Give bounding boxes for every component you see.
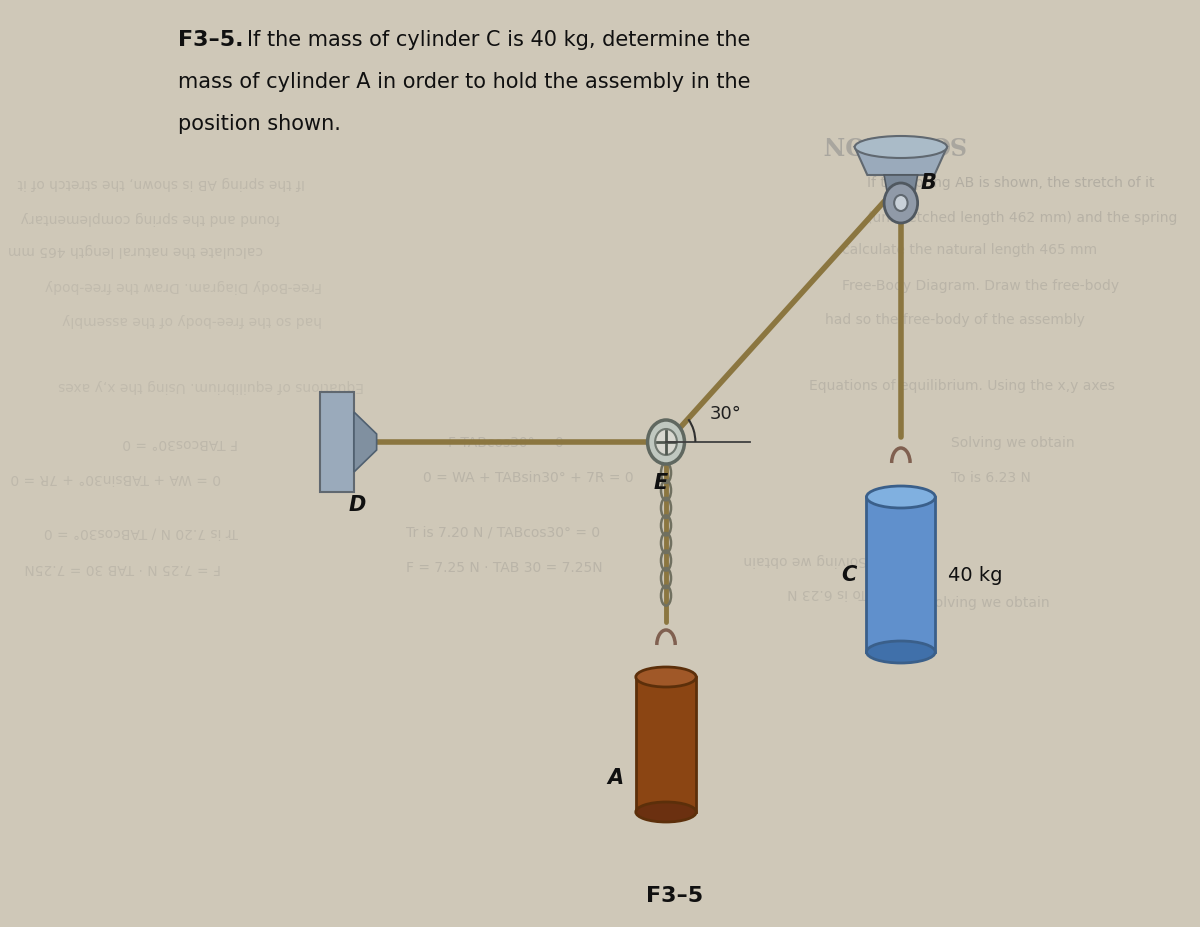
Text: mass of cylinder A in order to hold the assembly in the: mass of cylinder A in order to hold the … [178, 72, 750, 92]
Circle shape [894, 196, 907, 211]
Text: If the spring AB is shown, the stretch of it: If the spring AB is shown, the stretch o… [18, 176, 305, 190]
Circle shape [648, 421, 684, 464]
Text: E: E [654, 473, 668, 492]
Polygon shape [636, 678, 696, 812]
Text: 0 = WA + TABsin30° + 7R = 0: 0 = WA + TABsin30° + 7R = 0 [422, 471, 634, 485]
Polygon shape [354, 413, 377, 473]
Circle shape [655, 429, 677, 455]
Text: Free-Body Diagram. Draw the free-body: Free-Body Diagram. Draw the free-body [842, 279, 1120, 293]
Ellipse shape [866, 487, 935, 508]
Text: Solving we obtain: Solving we obtain [744, 552, 868, 566]
Text: had so the free-body of the assembly: had so the free-body of the assembly [826, 312, 1085, 326]
Text: D: D [349, 494, 366, 514]
Text: F TABcos30° = 0: F TABcos30° = 0 [122, 436, 239, 450]
Text: calculate the natural length 465 mm: calculate the natural length 465 mm [842, 243, 1097, 257]
Text: 40 kg: 40 kg [948, 565, 1002, 584]
Text: F TABcos30° = 0: F TABcos30° = 0 [448, 436, 564, 450]
Text: B: B [920, 172, 937, 193]
Text: If the mass of cylinder C is 40 kg, determine the: If the mass of cylinder C is 40 kg, dete… [247, 30, 750, 50]
Polygon shape [320, 392, 354, 492]
Text: SOLUTION: SOLUTION [821, 131, 965, 155]
Text: position shown.: position shown. [178, 114, 341, 133]
Text: Equations of equilibrium. Using the x,y axes: Equations of equilibrium. Using the x,y … [58, 378, 364, 392]
Text: calculate the natural length 465 mm: calculate the natural length 465 mm [8, 243, 264, 257]
Text: F = 7.25 N · TAB 30 = 7.25N: F = 7.25 N · TAB 30 = 7.25N [25, 561, 222, 575]
Text: 0 = WA + TABsin30° + 7R = 0: 0 = WA + TABsin30° + 7R = 0 [11, 471, 222, 485]
Polygon shape [866, 498, 935, 653]
Text: F3–5: F3–5 [646, 885, 703, 905]
Circle shape [884, 184, 918, 223]
Text: To is 6.23 N: To is 6.23 N [787, 585, 868, 600]
Text: If the spring AB is shown, the stretch of it: If the spring AB is shown, the stretch o… [868, 176, 1154, 190]
Ellipse shape [636, 667, 696, 687]
Polygon shape [854, 147, 947, 176]
Text: Free-Body Diagram. Draw the free-body: Free-Body Diagram. Draw the free-body [46, 279, 322, 293]
Ellipse shape [866, 641, 935, 664]
Text: Solving we obtain: Solving we obtain [926, 595, 1050, 609]
Text: C: C [841, 565, 857, 585]
Text: F3–5.: F3–5. [178, 30, 244, 50]
Text: 30°: 30° [709, 404, 742, 423]
Text: found and the spring complementary: found and the spring complementary [20, 210, 280, 224]
Text: (unstretched length 462 mm) and the spring: (unstretched length 462 mm) and the spri… [868, 210, 1177, 224]
Text: Tr is 7.20 N / TABcos30° = 0: Tr is 7.20 N / TABcos30° = 0 [44, 526, 239, 540]
Ellipse shape [636, 802, 696, 822]
Text: Solving we obtain: Solving we obtain [952, 436, 1075, 450]
Text: F = 7.25 N · TAB 30 = 7.25N: F = 7.25 N · TAB 30 = 7.25N [406, 561, 602, 575]
Text: Tr is 7.20 N / TABcos30° = 0: Tr is 7.20 N / TABcos30° = 0 [406, 526, 600, 540]
Text: A: A [607, 768, 623, 787]
Text: had so the free-body of the assembly: had so the free-body of the assembly [62, 312, 322, 326]
Text: To is 6.23 N: To is 6.23 N [952, 471, 1031, 485]
Polygon shape [884, 176, 918, 204]
Ellipse shape [854, 137, 947, 159]
Text: Equations of equilibrium. Using the x,y axes: Equations of equilibrium. Using the x,y … [809, 378, 1115, 392]
